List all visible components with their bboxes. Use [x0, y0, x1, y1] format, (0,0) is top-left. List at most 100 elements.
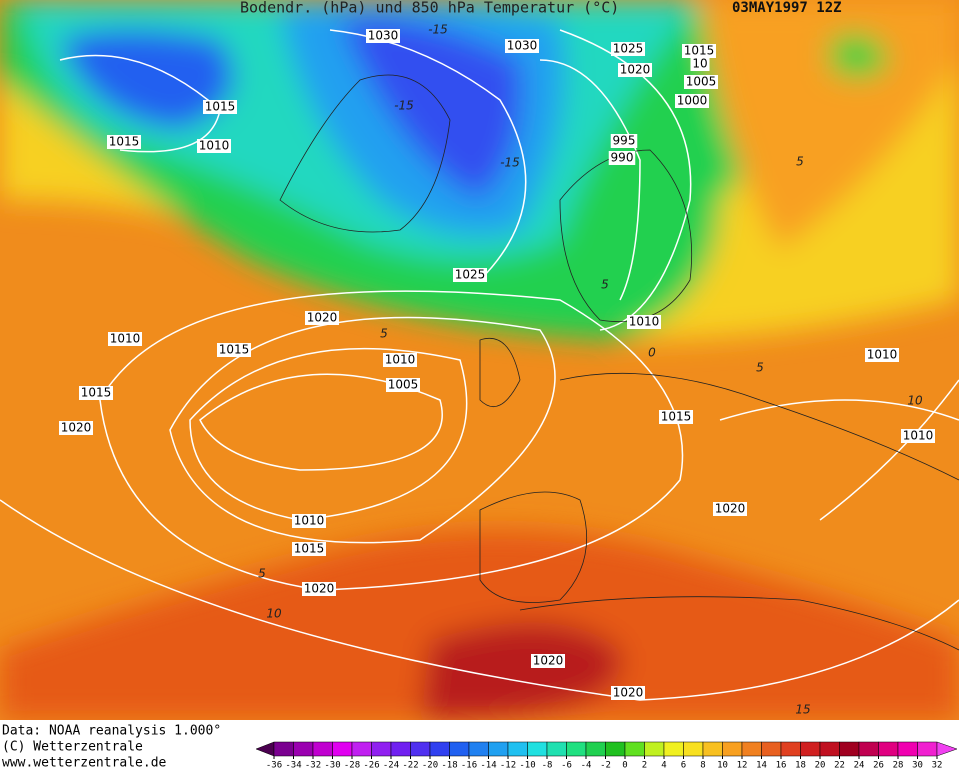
- colorbar-swatch: [527, 741, 548, 757]
- isobar-label: 1015: [219, 343, 250, 357]
- colorbar-swatch: [663, 741, 684, 757]
- isobar-label-bg: [713, 502, 747, 516]
- isobar-label: 1015: [294, 542, 325, 556]
- isotherm-label: 5: [756, 361, 764, 375]
- temperature-field: [0, 0, 959, 720]
- colorbar-swatch: [702, 741, 723, 757]
- isotherm-label: -15: [500, 156, 520, 170]
- isobar-label-bg: [659, 410, 693, 424]
- isobar-label-bg: [611, 42, 645, 56]
- colorbar-tick-label: 6: [681, 761, 686, 770]
- colorbar-tick-label: -14: [480, 761, 496, 770]
- colorbar-tick-label: 0: [622, 761, 627, 770]
- isobar-label: 1020: [715, 502, 746, 516]
- colorbar-swatch: [332, 741, 353, 757]
- colorbar-tick-label: 20: [815, 761, 826, 770]
- isobar-label-bg: [292, 514, 326, 528]
- colorbar-swatch: [468, 741, 489, 757]
- isobar-label: 1020: [304, 582, 335, 596]
- isobar-label-bg: [366, 29, 400, 43]
- colorbar-tick-label: 16: [776, 761, 787, 770]
- colorbar-tick-label: 32: [932, 761, 943, 770]
- colorbar-swatch: [819, 741, 840, 757]
- colorbar-tick-label: 22: [834, 761, 845, 770]
- isobar-label-bg: [203, 100, 237, 114]
- isobar-label: 1015: [205, 100, 236, 114]
- isobar-label: 1010: [903, 429, 934, 443]
- colorbar-swatch: [605, 741, 626, 757]
- isobar-label: 1030: [507, 39, 538, 53]
- coastlines: [279, 74, 959, 651]
- colorbar-tick-label: 24: [854, 761, 865, 770]
- colorbar-swatch: [312, 741, 333, 757]
- isobar-label-bg: [197, 139, 231, 153]
- colorbar-tick-label: 12: [737, 761, 748, 770]
- isobar-label: 1015: [81, 386, 112, 400]
- isobar-label-bg: [302, 582, 336, 596]
- isobar-label: 1005: [388, 378, 419, 392]
- isobar-label-bg: [217, 343, 251, 357]
- footer-text: Data: NOAA reanalysis 1.000°: [2, 724, 221, 739]
- isobar-label-bg: [383, 353, 417, 367]
- map-title: Bodendr. (hPa) und 850 hPa Temperatur (°…: [240, 0, 619, 17]
- colorbar-swatch: [488, 741, 509, 757]
- colorbar-tick-label: 10: [717, 761, 728, 770]
- isotherm-label: 10: [907, 394, 923, 408]
- isobar-label: 1010: [294, 514, 325, 528]
- colorbar-swatch: [741, 741, 762, 757]
- isobar-label: 1020: [307, 311, 338, 325]
- colorbar-swatch: [917, 741, 938, 757]
- colorbar-arrow: [936, 741, 958, 757]
- colorbar-tick-label: 30: [912, 761, 923, 770]
- colorbar-swatch: [761, 741, 782, 757]
- isotherm-label: 5: [796, 155, 804, 169]
- isobar-label: 1020: [613, 686, 644, 700]
- isobar-label-bg: [305, 311, 339, 325]
- isobar-label-bg: [684, 75, 718, 89]
- isobar-label: 1015: [661, 410, 692, 424]
- isobar-label: 1025: [613, 42, 644, 56]
- colorbar-tick-label: -6: [561, 761, 572, 770]
- isobar-label-bg: [682, 44, 716, 58]
- isobar-label: 1010: [110, 332, 141, 346]
- isobar-label-bg: [611, 686, 645, 700]
- colorbar-swatch: [390, 741, 411, 757]
- isobar-label: 1020: [620, 63, 651, 77]
- footer-text: www.wetterzentrale.de: [2, 756, 167, 770]
- colorbar-tick-label: -20: [422, 761, 438, 770]
- colorbar-tick-label: -4: [581, 761, 592, 770]
- isotherm-label: 0: [648, 346, 656, 360]
- colorbar-tick-label: 18: [795, 761, 806, 770]
- isotherm-label: 15: [795, 703, 810, 717]
- colorbar-swatch: [293, 741, 314, 757]
- isobar-label: 1015: [109, 135, 140, 149]
- colorbar-tick-label: -28: [344, 761, 360, 770]
- isobar-label-bg: [107, 135, 141, 149]
- colorbar-tick-label: -22: [402, 761, 418, 770]
- isobar-label: 995: [613, 134, 636, 148]
- colorbar-swatch: [858, 741, 879, 757]
- isobar-label-bg: [386, 378, 420, 392]
- colorbar-swatch: [273, 741, 294, 757]
- colorbar-tick-label: 8: [700, 761, 705, 770]
- isobar-label: 10: [692, 57, 707, 71]
- colorbar-tick-label: -18: [441, 761, 457, 770]
- colorbar-swatch: [839, 741, 860, 757]
- isotherm-label: 10: [266, 607, 282, 621]
- colorbar-tick-label: -8: [542, 761, 553, 770]
- isotherm-label: -15: [428, 23, 448, 37]
- isobar-label-bg: [618, 63, 652, 77]
- colorbar-swatch: [800, 741, 821, 757]
- isobar-label-bg: [108, 332, 142, 346]
- isobar-label-bg: [610, 134, 638, 148]
- isobar-label: 1010: [385, 353, 416, 367]
- colorbar-tick-label: 2: [642, 761, 647, 770]
- isobar-label: 1010: [867, 348, 898, 362]
- isobar-label: 1030: [368, 29, 399, 43]
- colorbar-tick-label: -2: [600, 761, 611, 770]
- colorbar-tick-label: 14: [756, 761, 767, 770]
- colorbar-tick-label: -30: [324, 761, 340, 770]
- colorbar-tick-label: 26: [873, 761, 884, 770]
- isobar-label: 990: [611, 151, 634, 165]
